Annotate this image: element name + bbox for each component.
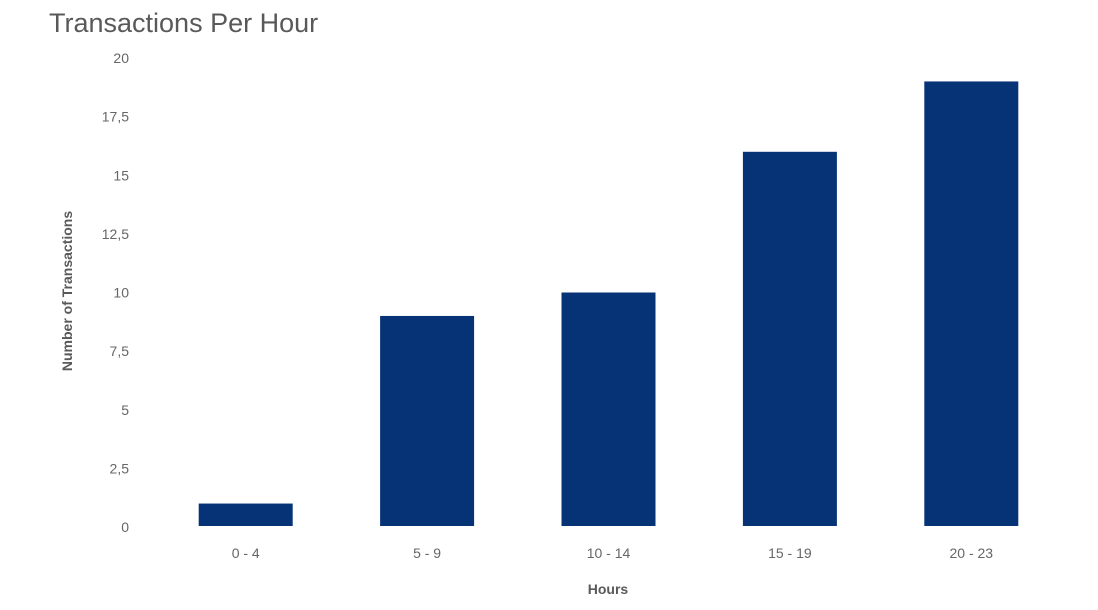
y-axis-ticks: 0 2,5 5 7,5 10 12,5 15 17,5 20	[102, 50, 129, 535]
y-tick-label: 2,5	[110, 460, 130, 476]
y-tick-label: 0	[121, 519, 129, 535]
y-axis-title: Number of Transactions	[59, 211, 75, 371]
bar	[198, 503, 293, 526]
x-tick-label: 20 - 23	[950, 545, 994, 561]
x-tick-label: 5 - 9	[413, 545, 441, 561]
x-tick-label: 10 - 14	[587, 545, 631, 561]
y-tick-label: 10	[113, 285, 129, 301]
x-tick-label: 15 - 19	[768, 545, 812, 561]
y-tick-label: 7,5	[110, 343, 130, 359]
bar	[742, 151, 837, 527]
x-axis-title: Hours	[588, 581, 629, 597]
y-tick-label: 12,5	[102, 226, 129, 242]
x-axis-ticks: 0 - 4 5 - 9 10 - 14 15 - 19 20 - 23	[232, 545, 994, 561]
bars	[198, 81, 1019, 527]
bar	[924, 81, 1019, 526]
x-tick-label: 0 - 4	[232, 545, 260, 561]
y-tick-label: 17,5	[102, 109, 129, 125]
y-tick-label: 5	[121, 402, 129, 418]
y-tick-label: 15	[113, 167, 129, 183]
chart-title: Transactions Per Hour	[49, 8, 319, 38]
bar	[561, 292, 656, 526]
bar	[380, 315, 475, 526]
y-tick-label: 20	[113, 50, 129, 66]
